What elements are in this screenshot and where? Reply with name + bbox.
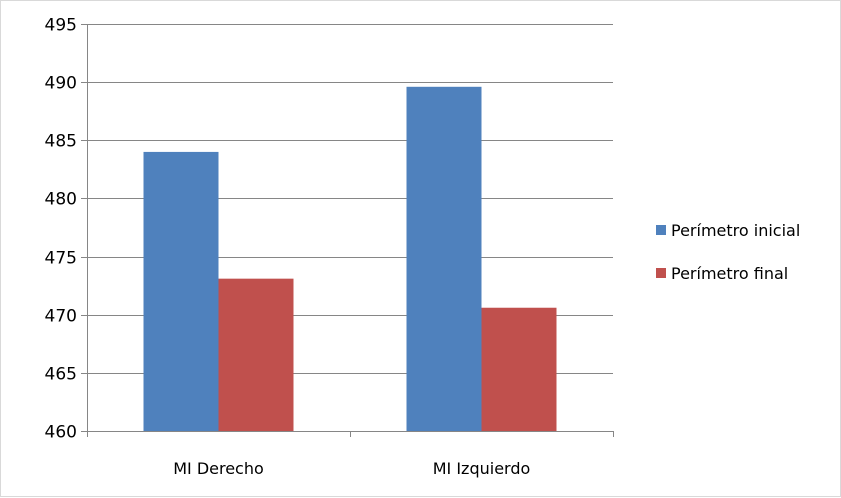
x-tick-label: MI Derecho: [173, 459, 264, 478]
x-tick-label: MI Izquierdo: [433, 459, 531, 478]
y-tick-label: 475: [45, 249, 77, 269]
legend-label: Perímetro final: [671, 264, 788, 283]
legend-swatch: [656, 225, 666, 235]
tick-labels: 460 465 470 475 480 485 490 495 MI Derecho MI Izq…: [45, 16, 531, 479]
axes: [81, 24, 614, 437]
y-tick-label: 465: [45, 365, 77, 385]
legend-label: Perímetro inicial: [671, 221, 800, 240]
y-tick-label: 495: [45, 16, 77, 36]
bars: [143, 86, 557, 432]
y-tick-label: 485: [45, 132, 77, 152]
legend: Perímetro inicial Perímetro final: [656, 221, 800, 283]
bar-perímetro-inicial-1: [406, 86, 482, 432]
bar-perímetro-final-1: [481, 307, 557, 431]
y-tick-label: 470: [45, 307, 77, 327]
bar-perímetro-inicial-0: [143, 151, 219, 431]
y-tick-label: 480: [45, 190, 77, 210]
y-tick-label: 490: [45, 74, 77, 94]
bar-perímetro-final-0: [218, 278, 294, 431]
legend-swatch: [656, 268, 666, 278]
y-tick-label: 460: [45, 423, 77, 443]
